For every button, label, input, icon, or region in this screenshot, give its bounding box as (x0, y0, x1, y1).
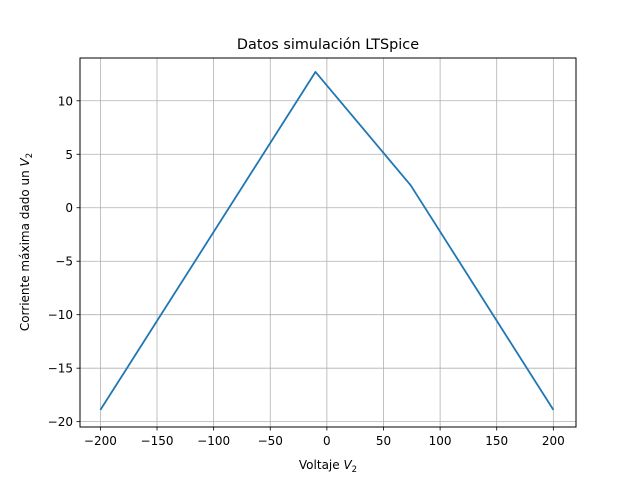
y-tick-label: −5 (55, 255, 73, 269)
x-tick-label: 150 (485, 434, 508, 448)
y-tick-label: −20 (48, 415, 73, 429)
series-line (99, 71, 555, 411)
x-tick-label: 0 (323, 434, 331, 448)
x-tick-label: 200 (542, 434, 565, 448)
y-tick-label: 0 (65, 201, 73, 215)
grid-lines (80, 58, 576, 427)
x-tick-label: −50 (258, 434, 283, 448)
x-tick-label: 100 (429, 434, 452, 448)
plot-frame (79, 57, 577, 428)
x-tick-label: 50 (376, 434, 391, 448)
x-tick-label: −200 (84, 434, 117, 448)
x-axis-label: Voltaje V2 (299, 458, 357, 475)
y-tick-label: 5 (65, 148, 73, 162)
chart-title: Datos simulación LTSpice (237, 37, 419, 53)
y-tick-label: −10 (48, 308, 73, 322)
x-tick-label: −100 (197, 434, 230, 448)
series-lines (99, 71, 555, 411)
y-axis-label: Corriente máxima dado un V2 (18, 153, 35, 331)
y-tick-label: −15 (48, 362, 73, 376)
x-tick-label: −150 (141, 434, 174, 448)
y-tick-label: 10 (58, 94, 73, 108)
x-axis-ticks: −200 −150 −100 −50 0 50 100 150 200 (84, 427, 565, 448)
y-axis-ticks: −20 −15 −10 −5 0 5 10 (48, 94, 80, 429)
